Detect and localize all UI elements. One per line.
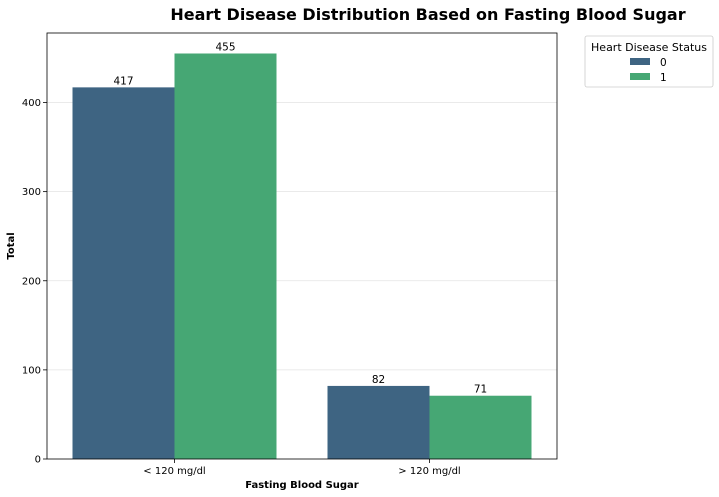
data-label-0-0: 417 bbox=[113, 75, 133, 87]
y-tick-label-1: 100 bbox=[22, 365, 41, 376]
bar-1-0 bbox=[327, 385, 430, 459]
y-tick-label-0: 0 bbox=[35, 455, 41, 466]
legend-title: Heart Disease Status bbox=[591, 41, 707, 54]
y-axis-label: Total bbox=[6, 232, 17, 259]
bar-1-1 bbox=[429, 395, 532, 459]
y-tick-label-4: 400 bbox=[22, 98, 41, 109]
bars bbox=[72, 53, 532, 459]
y-tick-label-2: 200 bbox=[22, 276, 41, 287]
chart-title: Heart Disease Distribution Based on Fast… bbox=[170, 5, 685, 24]
x-tick-label-0: < 120 mg/dl bbox=[143, 466, 205, 477]
x-axis-label: Fasting Blood Sugar bbox=[245, 480, 359, 491]
y-axis-ticks: 0 100 200 300 400 bbox=[22, 98, 47, 466]
data-label-1-0: 82 bbox=[372, 374, 385, 386]
bar-0-0 bbox=[72, 87, 175, 459]
x-tick-label-1: > 120 mg/dl bbox=[398, 466, 460, 477]
legend-entry-0: 0 bbox=[660, 57, 667, 69]
legend-entry-1: 1 bbox=[660, 72, 667, 84]
legend-swatch-0 bbox=[630, 58, 650, 65]
bar-0-1 bbox=[174, 53, 277, 459]
data-labels: 417 455 82 71 bbox=[113, 41, 487, 395]
legend-swatch-1 bbox=[630, 73, 650, 80]
data-label-0-1: 455 bbox=[215, 41, 235, 53]
y-tick-label-3: 300 bbox=[22, 187, 41, 198]
legend: Heart Disease Status 0 1 bbox=[584, 35, 714, 88]
x-axis-ticks: < 120 mg/dl > 120 mg/dl bbox=[143, 459, 461, 477]
plot-frame bbox=[46, 32, 558, 460]
data-label-1-1: 71 bbox=[474, 384, 487, 396]
